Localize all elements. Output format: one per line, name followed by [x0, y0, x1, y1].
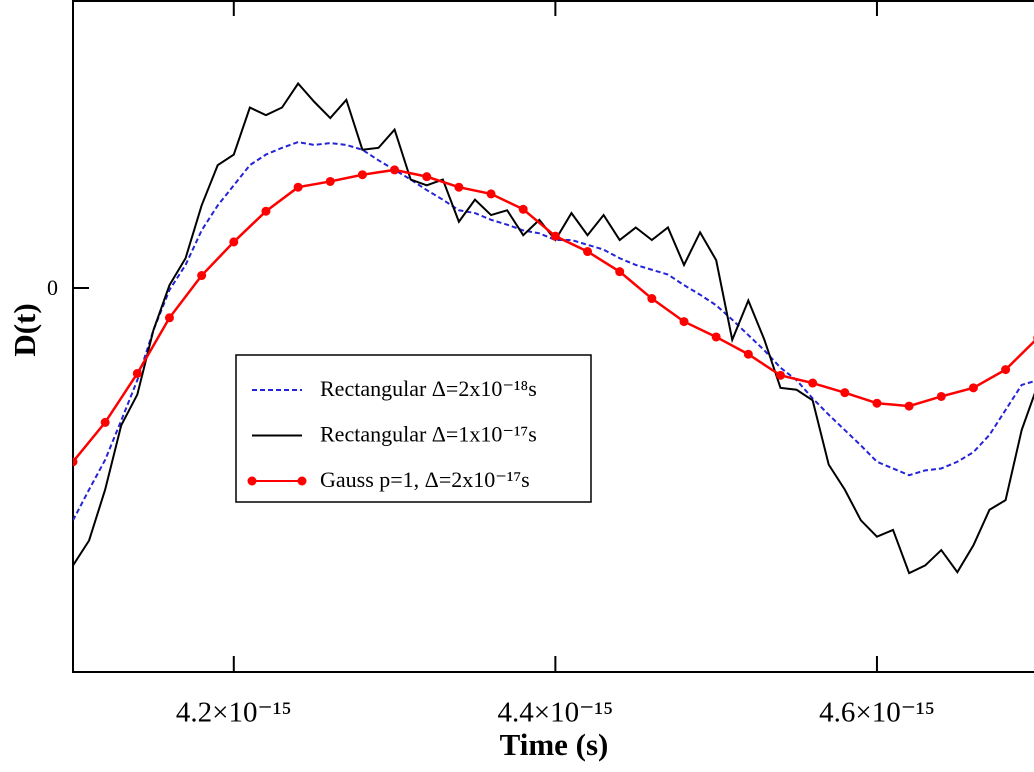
legend-label: Gauss p=1, Δ=2x10⁻¹⁷s [320, 467, 530, 492]
series-marker [840, 388, 850, 398]
series-marker [872, 398, 882, 408]
series-marker [390, 165, 400, 175]
series-marker [550, 231, 560, 241]
series-marker [486, 189, 496, 199]
series-marker [518, 204, 528, 214]
plot-frame [72, 0, 1034, 673]
series-marker [261, 206, 271, 216]
series-marker [197, 271, 207, 281]
x-tick-label: 4.6×10⁻¹⁵ [819, 697, 935, 729]
series-marker [808, 378, 818, 388]
series-marker [615, 267, 625, 277]
series-marker [357, 170, 367, 180]
series-marker [325, 176, 335, 186]
series-marker [73, 457, 78, 467]
x-tick-label: 4.4×10⁻¹⁵ [498, 697, 614, 729]
series-marker [904, 401, 914, 411]
series-marker [775, 370, 785, 380]
series-marker [647, 294, 657, 304]
series-marker [164, 313, 174, 323]
series-marker [100, 417, 110, 427]
series-marker [583, 247, 593, 257]
y-axis-label: D(t) [7, 303, 42, 356]
series-marker [679, 317, 689, 327]
legend: Rectangular Δ=2x10⁻¹⁸s Rectangular Δ=1x10… [235, 354, 592, 503]
series-marker [422, 172, 432, 182]
plot-area [73, 81, 1034, 575]
series-marker [132, 368, 142, 378]
series-marker [968, 383, 978, 393]
series-marker [743, 349, 753, 359]
series-marker [711, 332, 721, 342]
x-tick-label: 4.2×10⁻¹⁵ [176, 697, 292, 729]
series-marker [936, 391, 946, 401]
series-marker [454, 182, 464, 192]
y-tick-label: 0 [47, 275, 58, 300]
legend-label: Rectangular Δ=2x10⁻¹⁸s [320, 376, 537, 401]
x-axis-label: Time (s) [500, 727, 609, 762]
legend-label: Rectangular Δ=1x10⁻¹⁷s [320, 422, 537, 447]
series-marker [1001, 365, 1011, 375]
series-marker [229, 237, 239, 247]
legend-marker [247, 476, 257, 486]
legend-marker [297, 476, 307, 486]
legend-box [235, 354, 592, 503]
series-marker [293, 182, 303, 192]
